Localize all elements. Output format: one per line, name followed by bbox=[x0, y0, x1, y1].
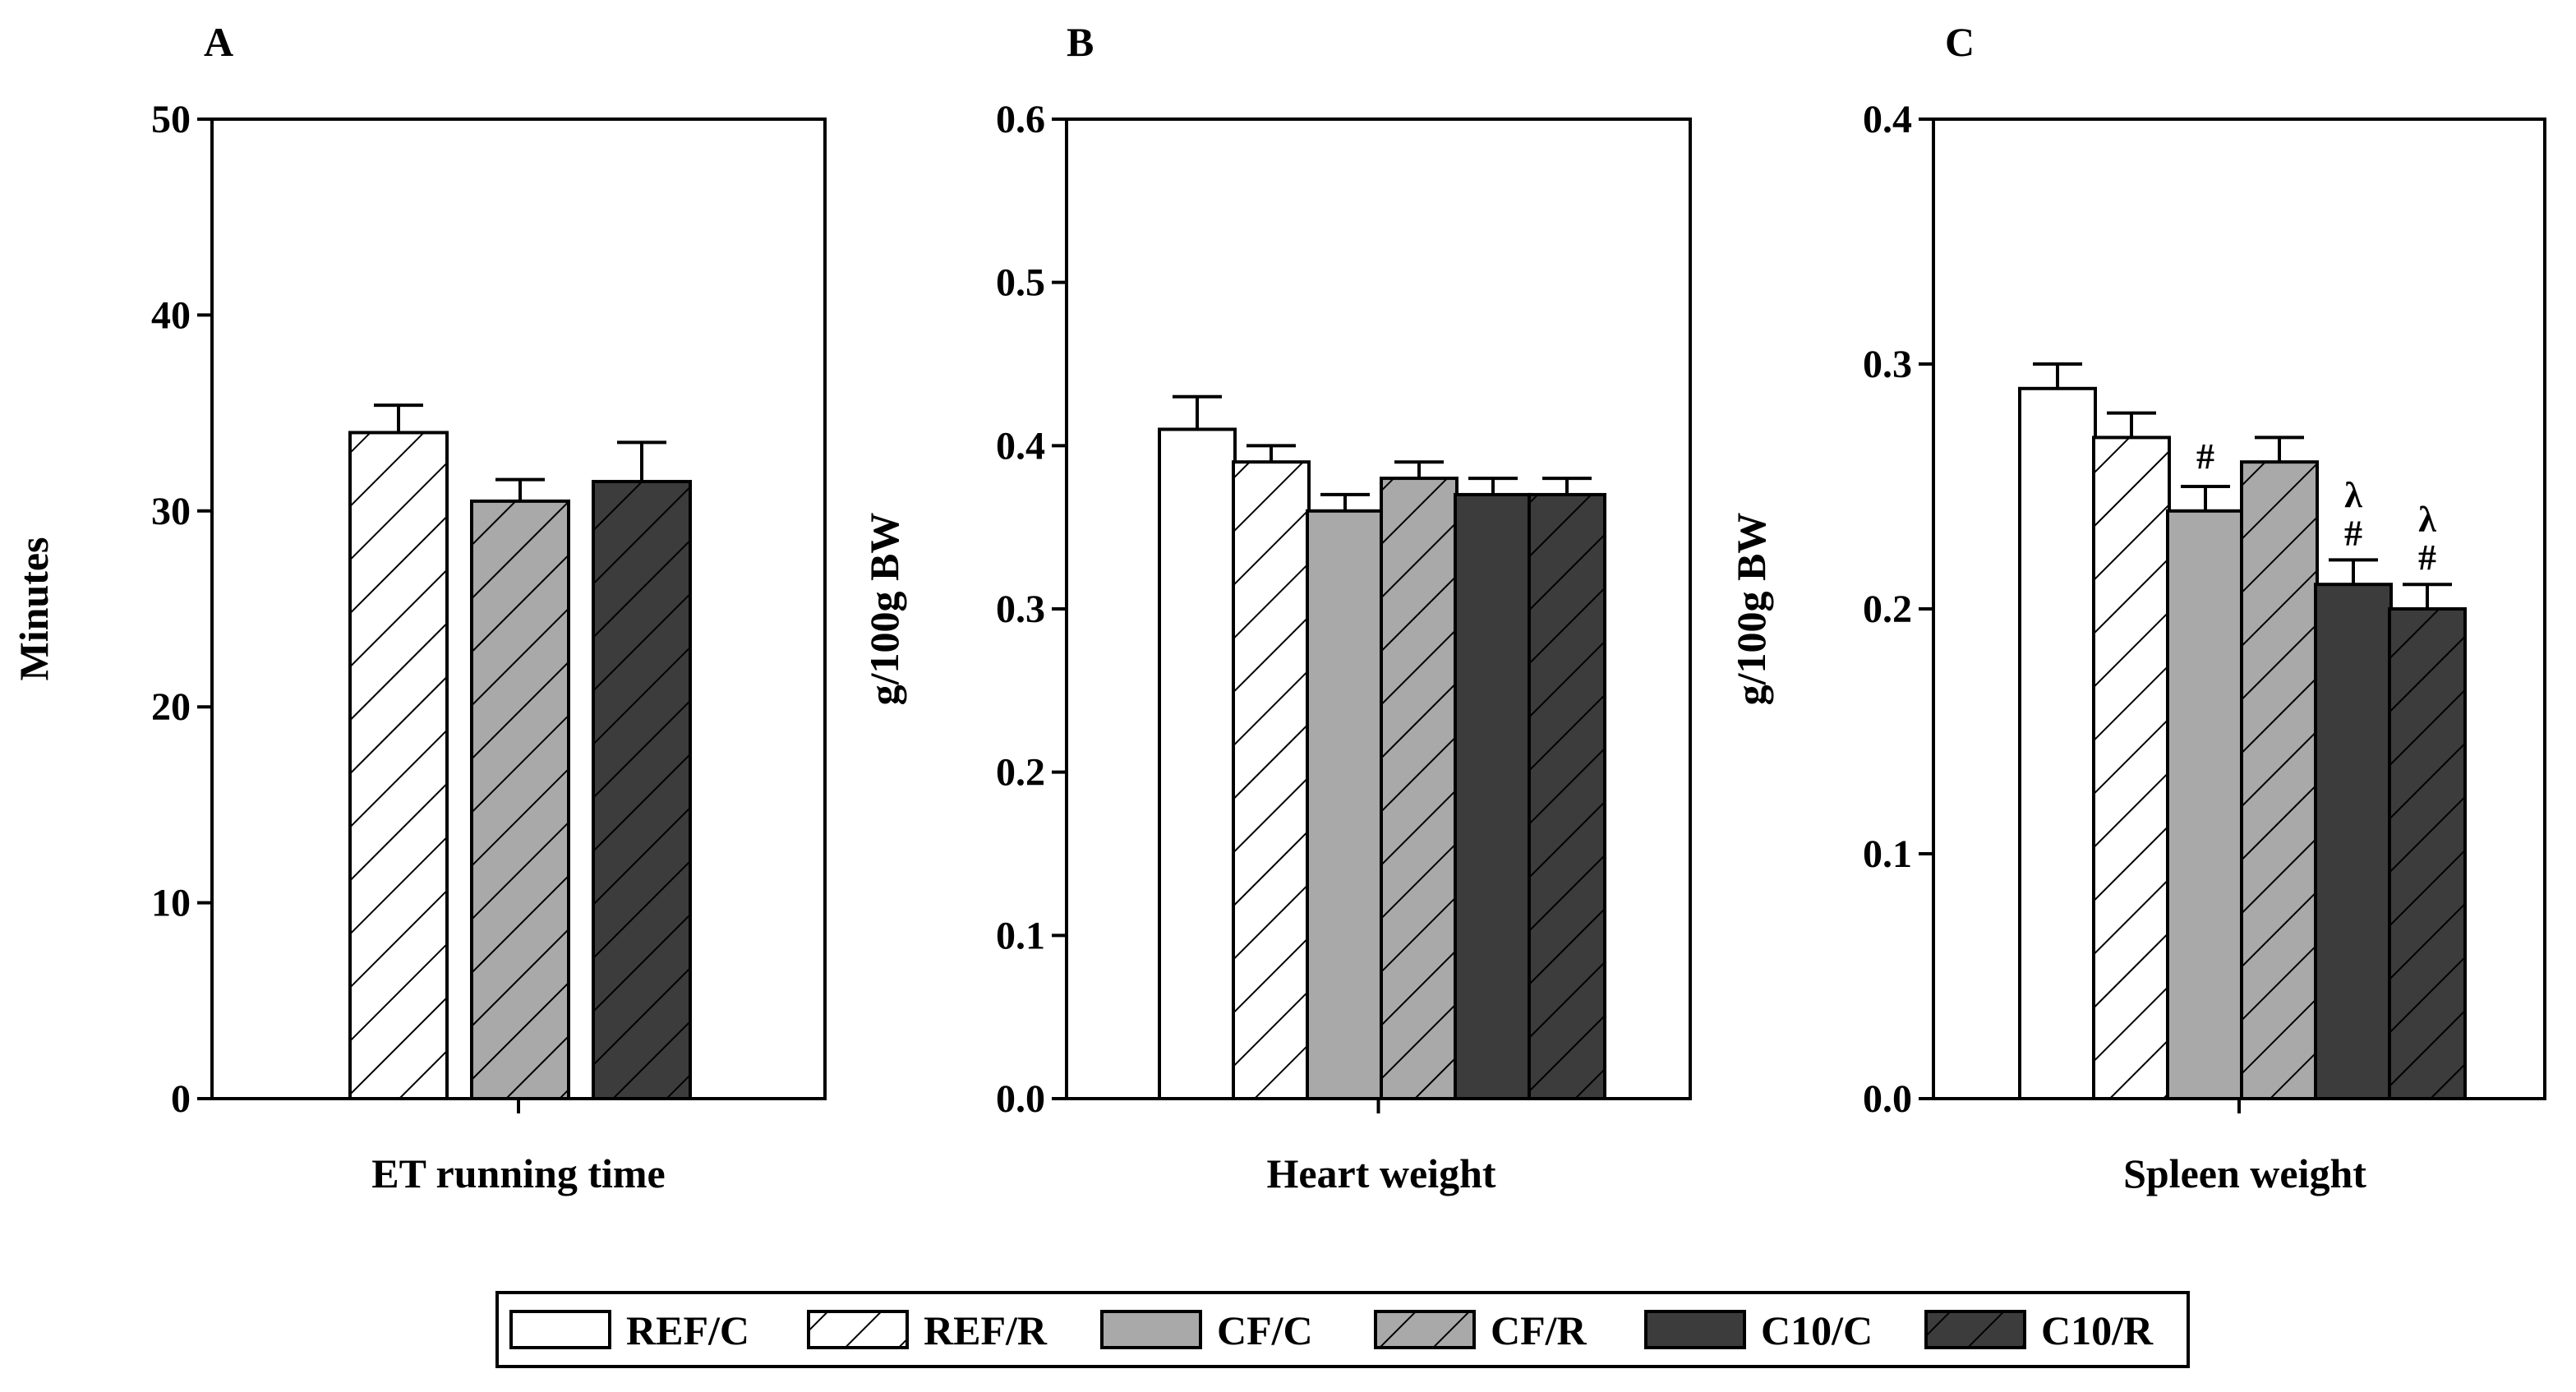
y-tick-label: 50 bbox=[151, 98, 191, 141]
bar bbox=[1232, 460, 1311, 1100]
y-tick-label: 0 bbox=[171, 1077, 191, 1121]
legend-item-ref-r: REF/R bbox=[807, 1307, 1048, 1353]
legend-label: C10/R bbox=[2041, 1307, 2154, 1353]
y-tick-label: 40 bbox=[151, 293, 191, 337]
significance-annotation: λ # bbox=[2344, 475, 2362, 553]
y-axis-title: Minutes bbox=[11, 537, 57, 681]
panel-b: B 0.0 0.1 0.2 0.3 0.4 0.5 0.6 Heart weight g/100g… bbox=[861, 19, 1692, 1196]
bar bbox=[2018, 386, 2097, 1100]
y-tick-label: 0.2 bbox=[996, 751, 1045, 795]
significance-annotation: λ # bbox=[2418, 500, 2436, 578]
significance-annotation: # bbox=[2196, 436, 2214, 477]
x-axis-title: Heart weight bbox=[1266, 1150, 1495, 1196]
legend-label: CF/R bbox=[1491, 1307, 1588, 1353]
bar-cf-c bbox=[1306, 492, 1385, 1100]
y-tick-label: 0.1 bbox=[1863, 832, 1912, 876]
panel-letter: B bbox=[1067, 19, 1094, 65]
bar bbox=[1528, 492, 1606, 1100]
legend-item-cf-r: CF/R bbox=[1374, 1307, 1588, 1353]
y-axis-title: g/100g BW bbox=[1728, 513, 1774, 706]
y-tick-label: 0.3 bbox=[996, 588, 1045, 631]
legend-box bbox=[495, 1291, 2190, 1368]
legend-item-cf-c: CF/C bbox=[1100, 1307, 1313, 1353]
bar-c10-r bbox=[1528, 477, 1606, 1100]
legend-swatch bbox=[1644, 1310, 1746, 1349]
bar bbox=[2388, 607, 2467, 1100]
x-axis-title: Spleen weight bbox=[2123, 1150, 2366, 1196]
y-tick-label: 0.5 bbox=[996, 261, 1045, 305]
bar-cf-r bbox=[1380, 460, 1459, 1100]
bar bbox=[592, 480, 692, 1100]
panel-letter: A bbox=[204, 19, 233, 65]
legend-item-ref-c: REF/C bbox=[509, 1307, 749, 1353]
bar bbox=[1380, 477, 1459, 1100]
legend-item-c10-r: C10/R bbox=[1924, 1307, 2154, 1353]
y-tick-label: 10 bbox=[151, 882, 191, 925]
y-tick-label: 0.4 bbox=[996, 424, 1045, 468]
bar-ref-c bbox=[1158, 394, 1237, 1100]
y-tick-label: 0.2 bbox=[1863, 588, 1912, 631]
legend-label: REF/C bbox=[626, 1307, 749, 1353]
panel-a: A 0 10 20 30 40 50 ET running time Minutes bbox=[11, 19, 827, 1196]
panel-letter: C bbox=[1945, 19, 1975, 65]
bar-cf-c: # bbox=[2166, 436, 2245, 1100]
bar bbox=[470, 499, 570, 1100]
y-tick-label: 30 bbox=[151, 490, 191, 533]
legend-swatch bbox=[509, 1310, 611, 1349]
legend-swatch bbox=[1100, 1310, 1202, 1349]
bar-ref-r bbox=[1232, 444, 1311, 1100]
legend-label: CF/C bbox=[1217, 1307, 1313, 1353]
y-tick-label: 20 bbox=[151, 685, 191, 729]
bar-c10-r bbox=[592, 440, 692, 1100]
bar bbox=[1306, 509, 1385, 1100]
y-tick-label: 0.3 bbox=[1863, 343, 1912, 386]
bar-c10-c: λ # bbox=[2314, 475, 2393, 1100]
panels: A 0 10 20 30 40 50 ET running time Minutes B 0.0 0.… bbox=[11, 19, 2546, 1196]
legend: REF/C REF/R CF/C CF/R C10/C C10/R bbox=[495, 1291, 2190, 1368]
bar bbox=[348, 431, 449, 1100]
bar-cf-r bbox=[470, 477, 570, 1100]
bar-ref-r bbox=[348, 403, 449, 1100]
y-tick-label: 0.0 bbox=[1863, 1077, 1912, 1121]
bar-ref-c bbox=[2018, 362, 2097, 1100]
panel-c: C 0.0 0.1 0.2 0.3 0.4 # λ # λ # Spleen weight g/100g… bbox=[1728, 19, 2546, 1196]
bar-c10-r: λ # bbox=[2388, 500, 2467, 1100]
legend-item-c10-c: C10/C bbox=[1644, 1307, 1873, 1353]
bar-cf-r bbox=[2240, 436, 2319, 1100]
x-axis-title: ET running time bbox=[371, 1150, 666, 1196]
y-tick-label: 0.4 bbox=[1863, 98, 1912, 141]
bar bbox=[2166, 509, 2245, 1100]
bar bbox=[2240, 460, 2319, 1100]
legend-label: C10/C bbox=[1761, 1307, 1873, 1353]
bar bbox=[2092, 436, 2171, 1100]
y-tick-label: 0.6 bbox=[996, 98, 1045, 141]
legend-label: REF/R bbox=[924, 1307, 1048, 1353]
legend-swatch bbox=[807, 1310, 909, 1349]
bar bbox=[2314, 583, 2393, 1100]
y-tick-label: 0.0 bbox=[996, 1077, 1045, 1121]
bar-ref-r bbox=[2092, 411, 2171, 1100]
bar bbox=[1158, 427, 1237, 1100]
legend-swatch bbox=[1374, 1310, 1476, 1349]
bar-c10-c bbox=[1454, 477, 1532, 1100]
y-axis-title: g/100g BW bbox=[861, 513, 907, 706]
bar bbox=[1454, 492, 1532, 1100]
legend-swatch bbox=[1924, 1310, 2026, 1349]
y-tick-label: 0.1 bbox=[996, 914, 1045, 957]
